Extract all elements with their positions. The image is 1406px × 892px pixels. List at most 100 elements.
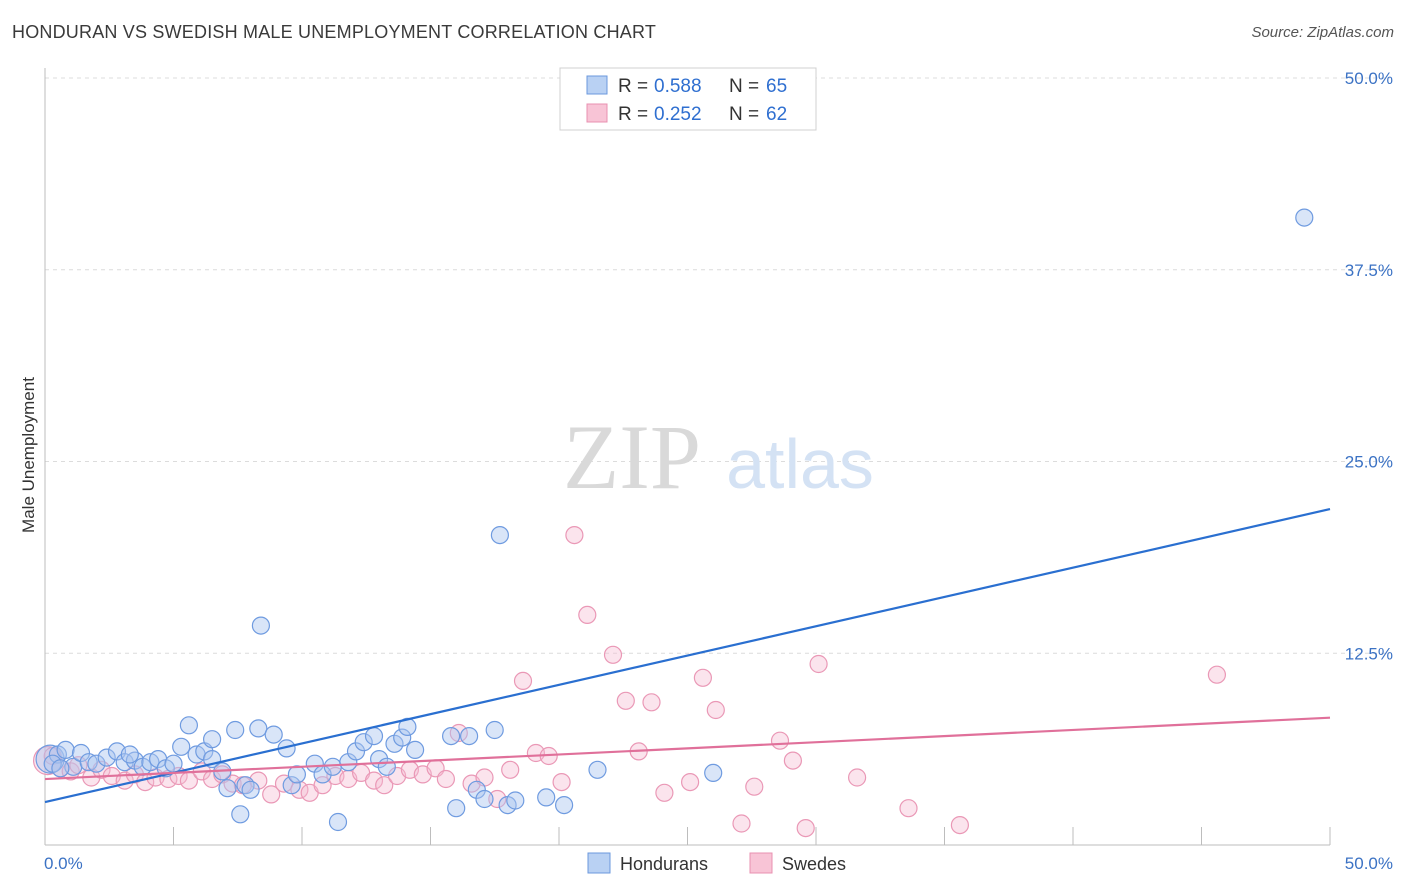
swedes-point xyxy=(655,783,674,802)
hondurans-point xyxy=(442,726,461,746)
swedes-point xyxy=(1207,665,1227,684)
hondurans-point xyxy=(393,728,412,747)
swedes-point xyxy=(513,671,533,691)
hondurans-point xyxy=(704,763,723,783)
hondurans-point xyxy=(87,754,106,773)
x-tick-labels: 0.0% 50.0% xyxy=(44,854,1393,873)
swedes-point xyxy=(436,769,455,789)
watermark: ZIP atlas xyxy=(563,406,874,508)
swedes-point xyxy=(783,751,803,770)
bottom-legend-hondurans: Hondurans xyxy=(620,854,708,874)
hondurans-point xyxy=(249,719,268,738)
hondurans-point xyxy=(218,779,237,798)
swedes-point xyxy=(770,731,790,750)
hondurans-point xyxy=(56,740,75,760)
x-tick-label-min: 0.0% xyxy=(44,854,83,873)
swedes-point xyxy=(32,745,63,776)
legend-r-label: R = xyxy=(618,104,648,125)
swedes-point xyxy=(796,818,815,838)
hondurans-point xyxy=(1295,208,1314,227)
hondurans-point xyxy=(203,730,222,749)
swedes-point xyxy=(565,525,584,545)
hondurans-point xyxy=(97,748,116,767)
bottom-legend-swedes: Swedes xyxy=(782,854,846,874)
hondurans-point xyxy=(447,799,466,818)
hondurans-point xyxy=(537,788,556,807)
series-hondurans xyxy=(35,208,1314,832)
swedes-point xyxy=(950,815,970,835)
hondurans-point xyxy=(323,757,342,776)
hondurans-point xyxy=(354,733,373,752)
legend-n-value-hondurans: 65 xyxy=(766,76,787,97)
hondurans-point xyxy=(264,725,283,744)
hondurans-point xyxy=(79,753,98,772)
swedes-point xyxy=(488,789,507,809)
hondurans-point xyxy=(251,616,270,635)
swedes-point xyxy=(616,691,635,710)
hondurans-point xyxy=(485,720,504,740)
hondurans-point xyxy=(346,742,366,761)
legend: R = 0.588 N = 65 R = 0.252 N = 62 xyxy=(559,67,817,131)
bottom-legend: Hondurans Swedes xyxy=(587,852,846,874)
chart-title: HONDURAN VS SWEDISH MALE UNEMPLOYMENT CO… xyxy=(12,22,657,42)
trend-lines xyxy=(44,507,1331,804)
watermark-zip: ZIP xyxy=(563,406,701,508)
swedes-point xyxy=(364,771,384,790)
x-tick-label-max: 50.0% xyxy=(1345,854,1393,873)
legend-swatch-hondurans xyxy=(586,75,608,95)
hondurans-point xyxy=(377,757,396,776)
swedes-point xyxy=(375,776,394,795)
hondurans-point xyxy=(328,812,348,832)
swedes-point xyxy=(552,772,571,792)
y-tick-labels: 12.5% 25.0% 37.5% 50.0% xyxy=(1345,69,1393,663)
y-axis-label: Male Unemployment xyxy=(19,377,38,533)
legend-n-label: N = xyxy=(729,76,759,97)
swedes-point xyxy=(809,654,828,674)
hondurans-point xyxy=(71,743,91,763)
hondurans-point xyxy=(506,791,525,810)
legend-r-value-hondurans: 0.588 xyxy=(654,76,702,97)
swedes-point xyxy=(847,768,867,787)
swedes-point xyxy=(642,693,661,712)
hondurans-point xyxy=(475,789,494,809)
swedes-point xyxy=(693,668,713,687)
swedes-point xyxy=(899,799,918,818)
series-swedes xyxy=(32,525,1227,838)
hondurans-point xyxy=(467,780,486,799)
swedes-point xyxy=(578,605,597,625)
hondurans-point xyxy=(554,795,574,815)
y-tick-label: 50.0% xyxy=(1345,69,1393,88)
hondurans-point xyxy=(120,745,139,764)
hondurans-point xyxy=(231,805,250,824)
watermark-atlas: atlas xyxy=(726,425,874,503)
axes xyxy=(44,68,1331,846)
swedes-point xyxy=(680,772,700,792)
bottom-legend-swatch-swedes xyxy=(749,852,773,874)
grid-lines xyxy=(45,77,1390,654)
swedes-point xyxy=(274,774,294,793)
hondurans-point xyxy=(406,740,425,760)
bottom-legend-swatch-hondurans xyxy=(587,852,611,874)
swedes-point xyxy=(313,776,332,795)
hondurans-point xyxy=(51,759,70,778)
swedes-trend-line xyxy=(44,716,1331,781)
hondurans-trend-line xyxy=(44,507,1331,804)
hondurans-point xyxy=(490,525,509,545)
hondurans-point xyxy=(241,780,260,799)
legend-swatch-swedes xyxy=(586,103,608,123)
hondurans-point xyxy=(226,720,245,740)
swedes-point xyxy=(603,645,623,664)
hondurans-point xyxy=(588,760,607,779)
hondurans-point xyxy=(287,765,306,784)
hondurans-point xyxy=(460,726,479,746)
legend-r-value-swedes: 0.252 xyxy=(654,104,702,125)
swedes-point xyxy=(501,760,520,779)
y-tick-label: 37.5% xyxy=(1345,261,1393,280)
hondurans-point xyxy=(179,716,198,735)
swedes-point xyxy=(745,777,764,796)
swedes-point xyxy=(706,700,725,720)
hondurans-point xyxy=(282,776,301,795)
y-tick-label: 12.5% xyxy=(1345,644,1393,663)
hondurans-point xyxy=(164,754,183,773)
